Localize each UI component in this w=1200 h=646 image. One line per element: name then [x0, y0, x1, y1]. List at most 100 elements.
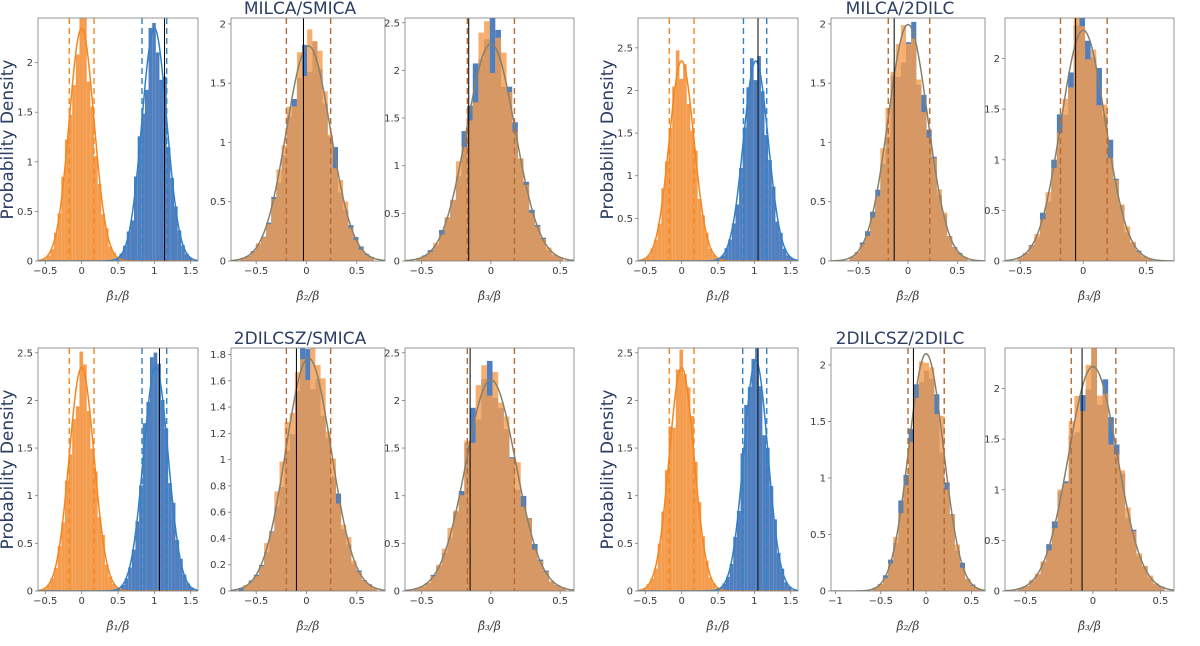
orange-bin — [481, 365, 487, 591]
y-tick-label: 2 — [994, 384, 1000, 395]
orange-bin — [250, 251, 256, 261]
orange-bin — [75, 406, 80, 591]
group-title: 2DILCSZ/2DILC — [836, 329, 965, 349]
orange-bin — [94, 156, 98, 261]
y-tick-label: 1 — [27, 157, 33, 168]
orange-bin — [1080, 411, 1086, 591]
orange-bin — [75, 54, 80, 261]
blue-bin — [160, 400, 165, 591]
y-tick-label: 0 — [220, 587, 226, 598]
orange-bin — [900, 25, 907, 261]
panel-3: −0.5 0 0.5 0 0.5 1 1.5 2 2.5 β̂₃/β — [384, 17, 575, 303]
orange-bin — [90, 448, 94, 591]
orange-bin — [427, 251, 434, 261]
orange-bin — [310, 348, 316, 591]
orange-bin — [416, 258, 423, 261]
orange-bin — [478, 32, 485, 261]
orange-bin — [1023, 253, 1029, 261]
x-tick-label: 0 — [78, 596, 84, 607]
orange-bin — [921, 112, 927, 261]
blue-bin — [119, 253, 124, 261]
y-tick-label: 0.5 — [17, 207, 33, 218]
orange-bin — [492, 371, 499, 591]
x-tick-label: 0.5 — [349, 266, 365, 277]
orange-bin — [957, 253, 963, 261]
x-tick-label: 1.5 — [183, 596, 199, 607]
blue-bin — [786, 255, 790, 261]
x-axis-label: β̂₁/β — [106, 289, 130, 303]
orange-bin — [543, 571, 549, 591]
orange-bin — [489, 73, 496, 261]
orange-bin — [320, 378, 326, 591]
blue-bin — [184, 253, 189, 261]
orange-bin — [506, 92, 513, 261]
orange-bin — [353, 239, 359, 261]
orange-bin — [348, 228, 354, 261]
blue-bin — [150, 357, 154, 591]
blue-bin — [131, 549, 136, 591]
orange-bin — [911, 38, 917, 261]
orange-bin — [1057, 489, 1064, 591]
y-tick-label: 0 — [394, 587, 400, 598]
orange-bin — [646, 583, 651, 591]
blue-bin — [126, 231, 131, 261]
orange-bin — [906, 43, 912, 261]
orange-bin — [520, 506, 527, 591]
orange-bin — [898, 513, 904, 591]
orange-bin — [686, 387, 691, 591]
y-tick-label: 0.4 — [210, 534, 226, 545]
orange-bin — [1085, 59, 1091, 261]
orange-bin — [1118, 204, 1125, 261]
blue-bin — [728, 239, 732, 261]
orange-bin — [1091, 348, 1097, 591]
y-tick-label: 0 — [994, 257, 1000, 268]
orange-bin — [675, 50, 680, 261]
orange-bin — [1079, 26, 1086, 261]
y-tick-label: 2 — [220, 19, 226, 30]
orange-bin — [450, 199, 456, 261]
orange-bin — [64, 480, 69, 591]
plot-area — [1005, 18, 1174, 261]
orange-bin — [86, 411, 91, 591]
y-tick-label: 1 — [820, 473, 826, 484]
y-tick-label: 2 — [820, 360, 826, 371]
orange-bin — [104, 228, 109, 261]
orange-bin — [1085, 364, 1092, 591]
plot-area — [38, 18, 198, 261]
orange-bin — [1119, 470, 1126, 591]
blue-bin — [168, 483, 172, 591]
x-tick-label: 0 — [488, 596, 494, 607]
orange-bin — [253, 576, 259, 591]
blue-bin — [128, 567, 132, 591]
y-tick-label: 1.5 — [17, 108, 33, 119]
orange-bin — [335, 503, 342, 591]
orange-bin — [424, 582, 431, 591]
orange-bin — [1113, 454, 1120, 591]
orange-bin — [924, 362, 930, 591]
orange-bin — [1101, 104, 1108, 261]
panel-2: −0.5 0 0.5 0 0.2 0.4 0.6 0.8 1 1.2 1.4 1.6 1.8 β̂₂/β — [210, 347, 386, 633]
x-tick-label: 0.5 — [1153, 596, 1169, 607]
x-tick-label: 0 — [923, 596, 929, 607]
orange-bin — [954, 544, 960, 591]
x-tick-label: 0.5 — [349, 596, 365, 607]
orange-bin — [694, 150, 698, 261]
blue-bin — [148, 28, 153, 261]
orange-bin — [882, 578, 889, 591]
orange-bin — [1124, 226, 1131, 261]
fit-curve — [231, 357, 385, 591]
plot-area — [831, 348, 985, 591]
orange-bin — [467, 120, 473, 261]
orange-bin — [880, 148, 886, 261]
orange-bin — [358, 249, 364, 261]
orange-bin — [650, 248, 654, 261]
blue-bin — [753, 80, 758, 261]
orange-bin — [79, 18, 84, 261]
orange-bin — [363, 254, 369, 261]
y-tick-label: 0.5 — [384, 209, 400, 220]
x-tick-label: −0.5 — [409, 266, 433, 277]
orange-bin — [470, 442, 476, 591]
blue-bin — [782, 248, 787, 261]
orange-bin — [108, 576, 113, 591]
